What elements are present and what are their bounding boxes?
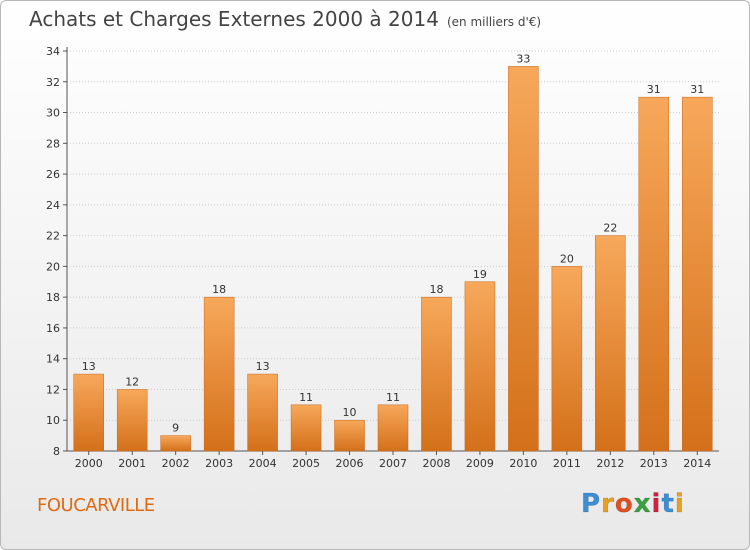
value-label-2014: 31 (690, 83, 704, 96)
y-tick-label: 24 (46, 199, 60, 212)
y-tick-label: 30 (46, 107, 60, 120)
proxiti-logo: Proxiti (581, 489, 685, 520)
logo-letter: i (651, 489, 662, 520)
value-label-2012: 22 (603, 222, 617, 235)
value-label-2005: 11 (299, 391, 313, 404)
value-label-2004: 13 (256, 360, 270, 373)
y-tick-label: 16 (46, 322, 60, 335)
x-tick-label-2006: 2006 (336, 457, 364, 470)
bar-2006 (334, 419, 365, 452)
value-label-2006: 10 (343, 406, 357, 419)
value-label-2003: 18 (212, 283, 226, 296)
y-tick-label: 18 (46, 291, 60, 304)
x-tick-label-2014: 2014 (683, 457, 711, 470)
value-label-2011: 20 (560, 252, 574, 265)
x-tick-label-2009: 2009 (466, 457, 494, 470)
y-tick-label: 8 (53, 445, 60, 458)
x-tick-label-2012: 2012 (596, 457, 624, 470)
value-label-2000: 13 (82, 360, 96, 373)
bars (73, 66, 713, 452)
logo-letter: i (674, 489, 685, 520)
bar-2000 (73, 373, 104, 452)
logo-letter: t (661, 489, 675, 520)
bar-2003 (203, 296, 235, 452)
x-tick-label-2005: 2005 (292, 457, 320, 470)
logo-letter: x (633, 489, 652, 520)
bar-2007 (377, 404, 409, 452)
y-tick-label: 32 (46, 76, 60, 89)
bar-2004 (247, 373, 278, 452)
value-label-2001: 12 (125, 375, 139, 388)
axes: 8 10 12 14 16 18 20 22 24 26 28 30 32 34 2000 2001 2002 2… (46, 45, 719, 470)
bar-2010 (508, 66, 539, 452)
x-tick-label-2002: 2002 (162, 457, 190, 470)
bar-2014 (682, 96, 713, 452)
value-label-2002: 9 (172, 422, 179, 435)
y-tick-label: 28 (46, 137, 60, 150)
bar-2012 (595, 235, 626, 452)
y-tick-label: 14 (46, 353, 60, 366)
value-label-2007: 11 (386, 391, 400, 404)
x-tick-label-2003: 2003 (205, 457, 233, 470)
y-tick-label: 26 (46, 168, 60, 181)
y-tick-label: 34 (46, 45, 60, 58)
x-tick-label-2001: 2001 (118, 457, 146, 470)
bar-2009 (464, 281, 496, 452)
value-labels: 13 12 9 18 13 11 10 11 18 19 33 20 22 31 31 (82, 52, 705, 434)
x-tick-label-2011: 2011 (553, 457, 581, 470)
x-tick-label-2013: 2013 (640, 457, 668, 470)
bar-2005 (290, 404, 322, 452)
bar-2008 (421, 296, 452, 452)
x-tick-label-2010: 2010 (509, 457, 537, 470)
value-label-2008: 18 (429, 283, 443, 296)
x-tick-label-2004: 2004 (249, 457, 277, 470)
bar-2002 (160, 435, 191, 452)
value-label-2013: 31 (647, 83, 661, 96)
bar-2013 (638, 96, 670, 452)
chart-subtitle: (en milliers d'€) (446, 15, 542, 29)
value-label-2010: 33 (516, 52, 530, 65)
chart-title-text: Achats et Charges Externes 2000 à 2014 (29, 7, 439, 31)
y-tick-label: 10 (46, 414, 60, 427)
y-tick-label: 12 (46, 383, 60, 396)
town-name: FOUCARVILLE (37, 495, 155, 516)
logo-letter: P (581, 489, 602, 520)
y-tick-label: 20 (46, 260, 60, 273)
bar-2001 (116, 389, 148, 452)
y-tick-label: 22 (46, 230, 60, 243)
bar-2011 (551, 266, 583, 452)
logo-letter: r (601, 489, 615, 520)
x-tick-label-2008: 2008 (422, 457, 450, 470)
bar-chart: 8 10 12 14 16 18 20 22 24 26 28 30 32 34 2000 2001 2002 2… (46, 45, 719, 470)
chart-title: Achats et Charges Externes 2000 à 2014 (e… (29, 7, 541, 31)
value-label-2009: 19 (473, 268, 487, 281)
logo-letter: o (614, 489, 634, 520)
x-tick-label-2000: 2000 (75, 457, 103, 470)
x-tick-label-2007: 2007 (379, 457, 407, 470)
